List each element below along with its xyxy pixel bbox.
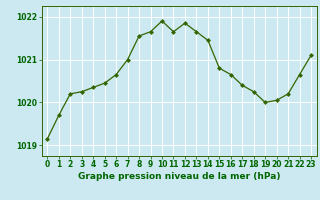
X-axis label: Graphe pression niveau de la mer (hPa): Graphe pression niveau de la mer (hPa) <box>78 172 280 181</box>
